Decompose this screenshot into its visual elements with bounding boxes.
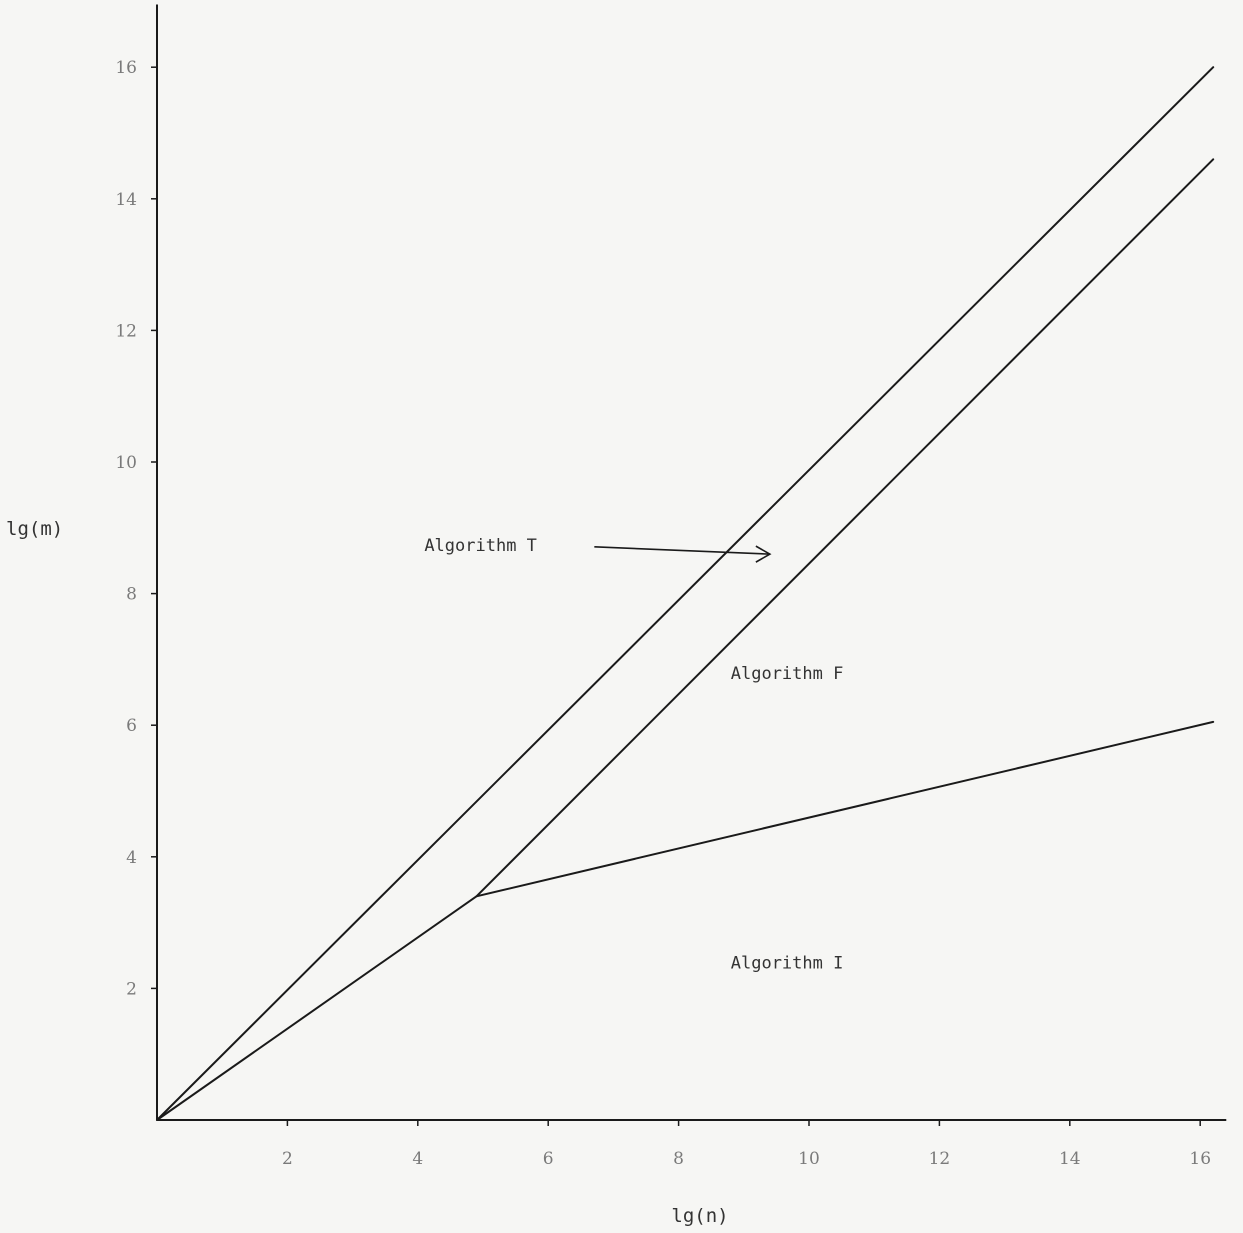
x-axis-label: lg(n)	[671, 1205, 728, 1227]
y-tick-label: 2	[126, 979, 137, 999]
x-tick-label: 4	[412, 1149, 423, 1169]
region-label-algorithm-f: Algorithm F	[731, 664, 844, 684]
x-tick-label: 8	[673, 1149, 684, 1169]
region-label-algorithm-t: Algorithm T	[424, 536, 537, 556]
x-tick-label: 6	[543, 1149, 554, 1169]
boundary-line-middle	[156, 158, 1215, 1121]
y-tick-label: 14	[115, 190, 137, 210]
annotations: Algorithm T Algorithm F Algorithm I	[424, 536, 843, 974]
y-tick-label: 6	[126, 716, 137, 736]
x-tick-label: 16	[1189, 1149, 1211, 1169]
boundary-line-lower	[475, 720, 1215, 898]
y-tick-label: 4	[126, 848, 137, 868]
y-tick-label: 10	[115, 453, 137, 473]
y-ticks: 2 4 6 8 10 12 14 16	[115, 58, 157, 999]
region-label-algorithm-i: Algorithm I	[731, 954, 844, 974]
x-ticks: 2 4 6 8 10 12 14 16	[282, 1120, 1211, 1169]
x-tick-label: 2	[282, 1149, 293, 1169]
annotation-arrow-head	[755, 545, 772, 563]
y-axis-label: lg(m)	[6, 518, 63, 540]
y-tick-label: 16	[115, 58, 137, 78]
boundary-line-upper	[156, 66, 1215, 1121]
x-tick-label: 12	[929, 1149, 951, 1169]
x-tick-label: 14	[1059, 1149, 1081, 1169]
annotation-arrow-shaft	[594, 546, 770, 555]
x-tick-label: 10	[798, 1149, 820, 1169]
boundary-lines	[156, 66, 1215, 1121]
y-tick-label: 8	[126, 585, 137, 605]
y-tick-label: 12	[115, 321, 137, 341]
